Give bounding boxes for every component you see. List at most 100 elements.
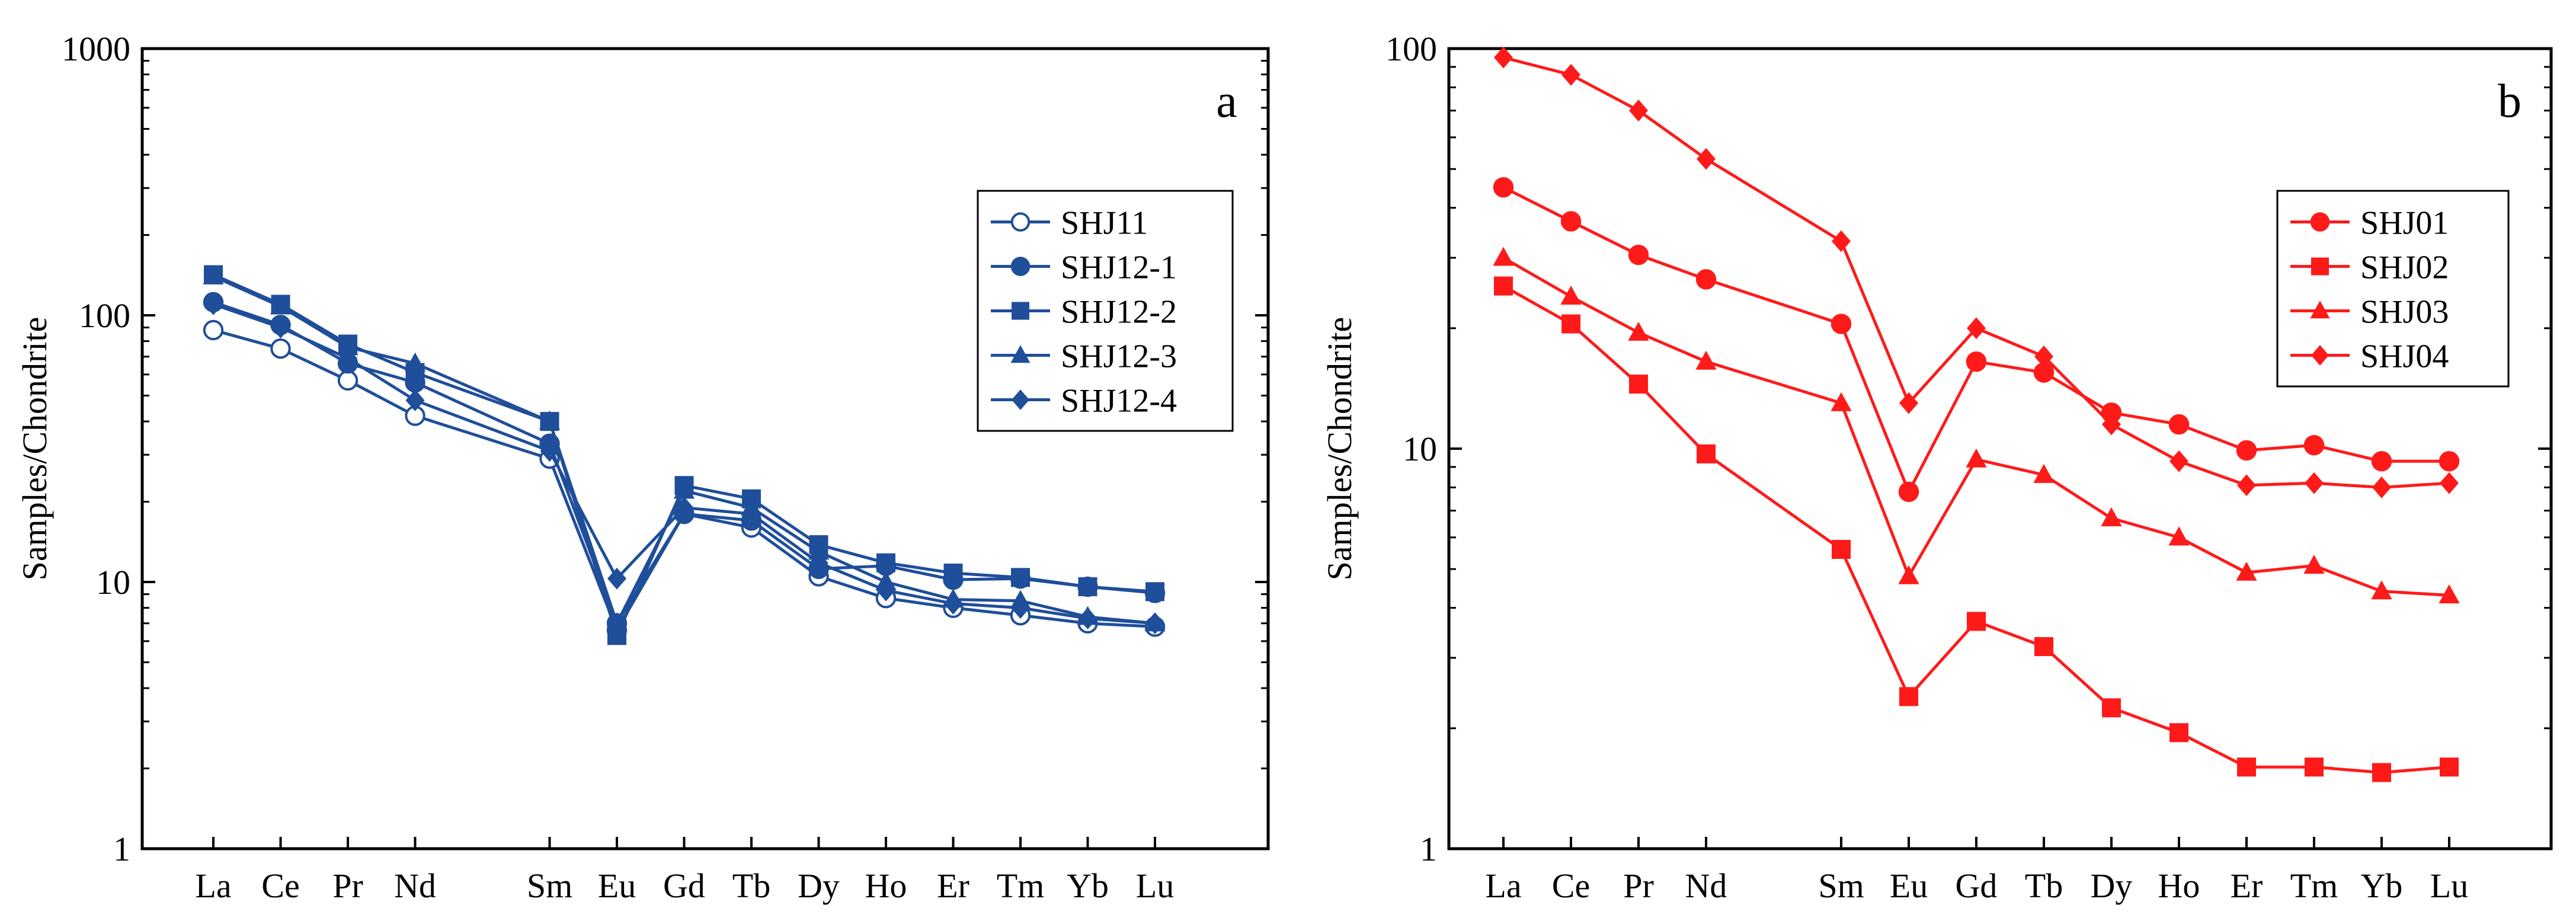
point-SHJ04-Tm: [2305, 472, 2324, 494]
x-tick-label-La: La: [195, 866, 231, 905]
x-tick-label-Ce: Ce: [261, 866, 299, 905]
legend-marker-SHJ12-3: [1010, 345, 1031, 363]
y-tick-label: 1: [1420, 830, 1437, 868]
point-SHJ12-3-Eu: [606, 612, 628, 632]
point-SHJ12-4-Nd: [405, 389, 425, 411]
series-line-SHJ11: [213, 328, 1156, 632]
x-tick-label-Er: Er: [2231, 866, 2263, 905]
legend-label-SHJ04: SHJ04: [2360, 338, 2449, 375]
legend-label-SHJ12-4: SHJ12-4: [1061, 383, 1177, 420]
x-tick-label-Tb: Tb: [732, 866, 770, 905]
y-axis-label: Samples/Chondrite: [15, 317, 54, 581]
x-tick-label-Ho: Ho: [865, 866, 907, 905]
point-SHJ04-Ho: [2169, 450, 2188, 472]
x-tick-label-Tb: Tb: [2025, 866, 2063, 905]
point-SHJ12-4-La: [204, 293, 223, 315]
x-tick-label-La: La: [1485, 866, 1521, 905]
point-SHJ12-4-Ho: [876, 579, 895, 602]
x-tick-label-Tm: Tm: [2290, 866, 2338, 905]
point-SHJ02-Dy: [2102, 698, 2121, 718]
legend-label-SHJ12-3: SHJ12-3: [1061, 338, 1177, 375]
point-SHJ02-Eu: [1899, 687, 1918, 706]
plot-frame-a: [140, 47, 1270, 850]
x-tick-label-Dy: Dy: [2091, 866, 2133, 905]
point-SHJ01-Sm: [1831, 314, 1852, 334]
series-line-SHJ03: [1502, 256, 2450, 597]
legend-marker-SHJ02: [2311, 257, 2329, 276]
point-SHJ03-Ho: [2168, 526, 2190, 546]
point-SHJ03-Nd: [1695, 350, 1717, 370]
x-tick-label-Sm: Sm: [1818, 866, 1864, 905]
point-SHJ02-Nd: [1697, 444, 1716, 463]
series-line-SHJ01: [1502, 186, 2449, 494]
point-SHJ04-Er: [2237, 474, 2256, 497]
point-SHJ01-Tm: [2303, 434, 2325, 456]
point-SHJ04-Ce: [1561, 63, 1580, 86]
point-SHJ02-Lu: [2440, 757, 2459, 777]
x-tick-label-Eu: Eu: [598, 866, 636, 905]
x-tick-label-Pr: Pr: [1623, 866, 1654, 905]
point-SHJ12-4-Sm: [540, 440, 559, 462]
point-SHJ12-4-Pr: [338, 347, 357, 369]
point-SHJ03-Lu: [2439, 584, 2460, 604]
series-line-SHJ04: [1503, 56, 2450, 489]
point-SHJ04-Eu: [1899, 392, 1918, 414]
plot-frame-b: [1447, 47, 2553, 850]
x-tick-label-Pr: Pr: [332, 866, 363, 905]
point-SHJ11-Ce: [270, 338, 291, 359]
legend-label-SHJ03: SHJ03: [2360, 294, 2449, 331]
x-tick-label-Gd: Gd: [663, 866, 705, 905]
point-SHJ12-2-Yb: [1078, 577, 1097, 596]
point-SHJ03-Tm: [2303, 554, 2325, 574]
y-tick-label: 10: [1403, 430, 1437, 468]
point-SHJ02-Ce: [1561, 314, 1580, 334]
x-tick-label-Yb: Yb: [1067, 866, 1109, 905]
point-SHJ01-Lu: [2439, 451, 2460, 472]
series-line-SHJ12-3: [212, 274, 1156, 625]
point-SHJ12-3-Pr: [337, 336, 359, 356]
point-SHJ12-4-Yb: [1078, 607, 1097, 629]
point-SHJ03-Dy: [2101, 507, 2122, 526]
x-tick-label-Gd: Gd: [1956, 866, 1998, 905]
point-SHJ02-Tb: [2034, 637, 2053, 657]
point-SHJ01-Ce: [1560, 211, 1582, 232]
x-tick-label-Lu: Lu: [2430, 866, 2468, 905]
chart-panel-b: 1 10 100 La Ce Pr Nd Sm Eu Gd Tb Dy Ho Er Tm Yb Lu Sample…: [1320, 30, 2553, 905]
point-SHJ02-Sm: [1832, 539, 1851, 559]
point-SHJ01-Yb: [2371, 451, 2392, 472]
panel-label-a: a: [1216, 75, 1237, 127]
legend-marker-SHJ04: [2311, 345, 2329, 366]
point-SHJ12-4-Gd: [674, 497, 694, 519]
point-SHJ12-4-Ce: [271, 316, 290, 338]
point-SHJ12-3-Sm: [539, 410, 561, 430]
legend-marker-SHJ12-1: [1010, 257, 1031, 276]
point-SHJ12-2-Tm: [1011, 568, 1030, 587]
series-line-SHJ02: [1502, 284, 2450, 775]
legend-label-SHJ11: SHJ11: [1061, 205, 1148, 242]
point-SHJ02-Tm: [2305, 757, 2324, 777]
legend-label-SHJ01: SHJ01: [2360, 205, 2449, 242]
point-SHJ02-Pr: [1629, 375, 1648, 394]
x-tick-label-Lu: Lu: [1136, 866, 1174, 905]
x-tick-label-Yb: Yb: [2361, 866, 2403, 905]
point-SHJ04-Tb: [2034, 346, 2053, 367]
point-SHJ11-La: [203, 319, 224, 341]
point-SHJ01-Ho: [2168, 414, 2190, 435]
point-SHJ04-Gd: [1967, 317, 1986, 340]
point-SHJ01-Pr: [1628, 244, 1649, 266]
point-SHJ12-4-Dy: [809, 552, 828, 574]
point-SHJ04-La: [1494, 46, 1513, 69]
point-SHJ12-3-La: [203, 265, 224, 284]
point-SHJ03-Tb: [2033, 463, 2055, 483]
point-SHJ01-La: [1493, 177, 1514, 198]
legend-marker-SHJ11: [1010, 212, 1031, 232]
y-tick-label: 1: [113, 830, 130, 868]
legend-label-SHJ02: SHJ02: [2360, 250, 2449, 286]
point-SHJ12-3-Gd: [673, 479, 695, 499]
point-SHJ02-Ho: [2169, 723, 2188, 743]
legend-marker-SHJ01: [2310, 212, 2330, 232]
point-SHJ02-Er: [2237, 757, 2256, 777]
x-tick-label-Er: Er: [937, 866, 969, 905]
y-tick-label: 100: [1385, 30, 1437, 68]
